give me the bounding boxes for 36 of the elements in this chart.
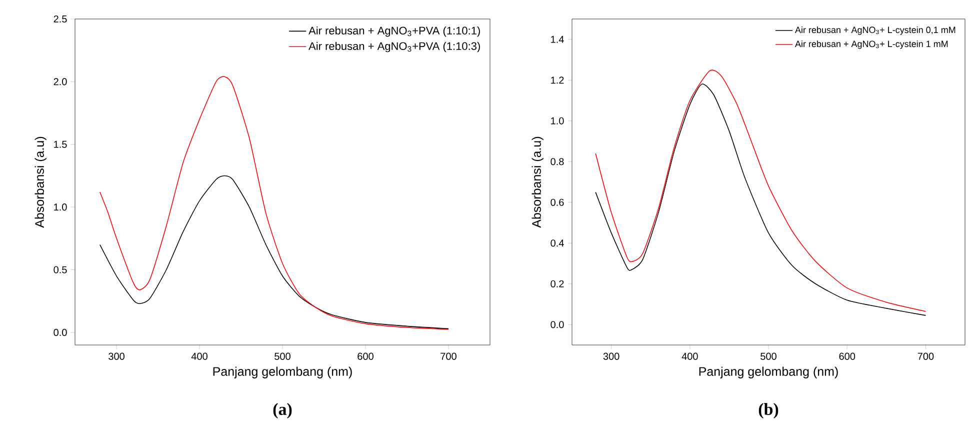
x-tick-label: 700 [440,352,456,360]
x-tick-label: 300 [108,352,124,360]
x-tick-label: 700 [918,352,934,360]
y-tick-label: 0.8 [550,158,564,166]
x-tick-label: 500 [274,352,290,360]
x-tick-label: 500 [760,352,776,360]
line-series [100,76,449,330]
y-tick-label: 1.5 [54,140,67,148]
x-tick-label: 400 [682,352,698,360]
legend-label: Air rebusan + AgNO$_{3}$+ L-cystein 0,1 mM [794,26,956,35]
y-axis-title: Absorbansi (a.u) [532,136,544,228]
y-tick-label: 1.2 [551,76,564,84]
legend-label: Air rebusan + AgNO$_{3}$+PVA (1:10:3) [308,42,480,52]
x-tick-label: 300 [603,352,620,360]
text: (a) [273,403,292,418]
x-tick-label: 600 [358,352,374,360]
y-tick-label: 1.0 [54,204,67,211]
line-series [100,175,449,330]
x-axis-title: Panjang gelombang (nm) [699,366,838,378]
y-axis-title: Absorbansi (a.u) [34,136,46,228]
y-tick-label: 0.2 [550,280,564,288]
y-tick-label: 1.4 [551,36,564,43]
y-tick-label: 0.4 [550,240,564,247]
y-tick-label: 0.6 [550,198,564,206]
text: (b) [758,403,778,418]
legend-label: Air rebusan + AgNO$_{3}$+PVA (1:10:1) [308,26,480,37]
y-tick-label: 0.0 [550,321,564,328]
legend-label: Air rebusan + AgNO$_{3}$+ L-cystein 1 mM [794,40,948,49]
x-tick-label: 400 [191,352,208,360]
x-tick-label: 600 [839,352,856,360]
y-tick-label: 2.0 [54,78,67,86]
y-tick-label: 1.0 [551,117,564,124]
y-tick-label: 0.5 [54,266,67,274]
y-tick-label: 0.0 [54,328,67,336]
y-tick-label: 2.5 [54,15,67,23]
x-axis-title: Panjang gelombang (nm) [213,366,352,378]
